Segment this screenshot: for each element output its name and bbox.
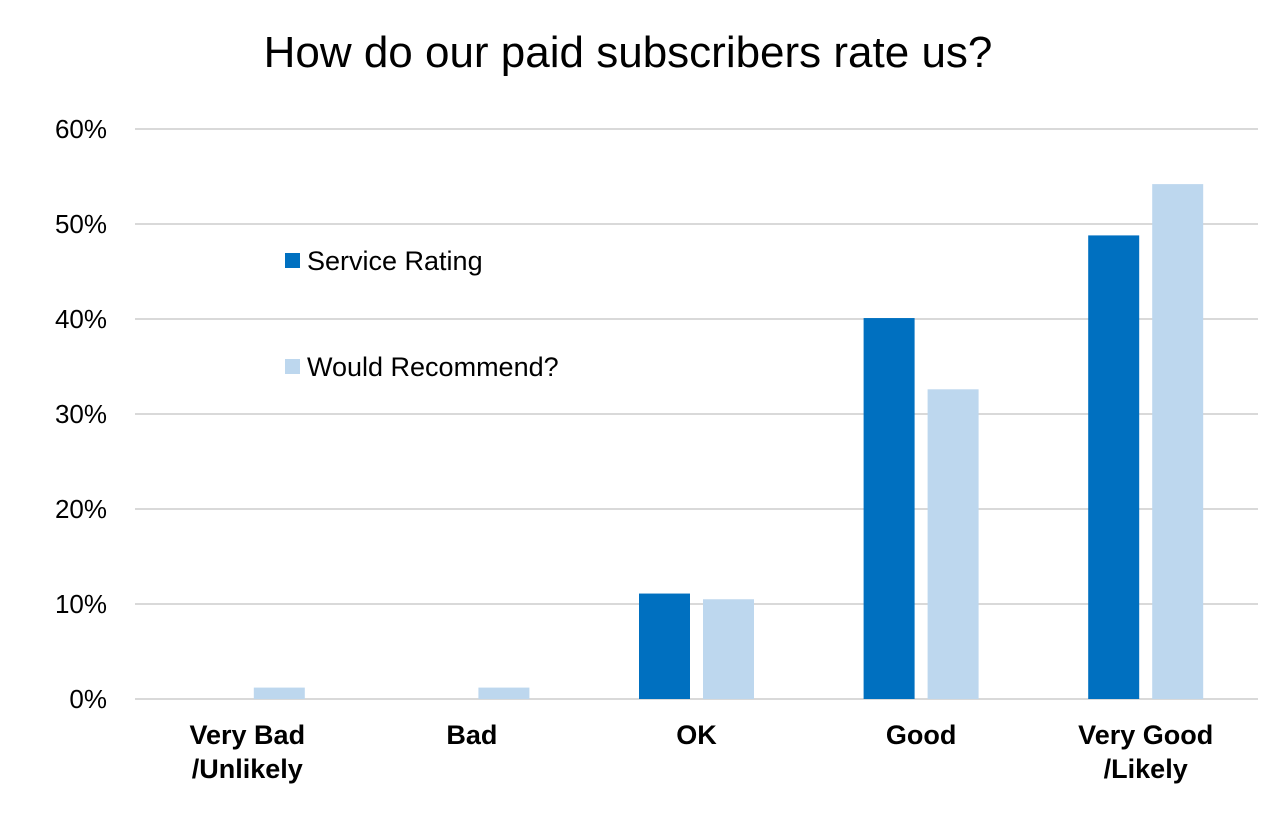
legend-swatch bbox=[285, 253, 300, 268]
x-category-label: Very Bad/Unlikely bbox=[190, 720, 306, 784]
x-category-line: Very Bad bbox=[190, 720, 306, 750]
bar bbox=[253, 687, 305, 699]
x-category-label: Bad bbox=[446, 720, 497, 750]
x-category-line: /Unlikely bbox=[192, 754, 303, 784]
x-axis-categories: Very Bad/Unlikely Bad OK Good Very Good/Like… bbox=[190, 720, 1214, 784]
gridlines bbox=[135, 128, 1258, 700]
x-category-line: Very Good bbox=[1078, 720, 1213, 750]
y-tick-label: 50% bbox=[55, 209, 107, 239]
bar bbox=[478, 687, 530, 699]
bar bbox=[639, 593, 690, 699]
y-tick-label: 60% bbox=[55, 114, 107, 144]
legend-swatch bbox=[285, 359, 300, 374]
chart-title: How do our paid subscribers rate us? bbox=[264, 28, 993, 77]
y-tick-label: 10% bbox=[55, 589, 107, 619]
x-category-line: Good bbox=[886, 720, 956, 750]
bar bbox=[863, 318, 915, 699]
y-tick-label: 30% bbox=[55, 399, 107, 429]
bar bbox=[1152, 184, 1204, 700]
x-category-line: Bad bbox=[446, 720, 497, 750]
bar bbox=[703, 599, 754, 699]
y-tick-label: 20% bbox=[55, 494, 107, 524]
legend: Service Rating Would Recommend? bbox=[285, 246, 559, 382]
y-axis-ticks: 0% 10% 20% 30% 40% 50% 60% bbox=[55, 114, 107, 714]
legend-label: Service Rating bbox=[307, 246, 483, 276]
bar bbox=[927, 389, 979, 699]
x-category-line: /Likely bbox=[1104, 754, 1188, 784]
x-category-line: OK bbox=[676, 720, 717, 750]
x-category-label: OK bbox=[676, 720, 717, 750]
y-tick-label: 40% bbox=[55, 304, 107, 334]
y-tick-label: 0% bbox=[69, 684, 107, 714]
x-category-label: Good bbox=[886, 720, 956, 750]
x-category-label: Very Good/Likely bbox=[1078, 720, 1213, 784]
legend-label: Would Recommend? bbox=[307, 352, 559, 382]
bar bbox=[1088, 235, 1140, 699]
bars bbox=[253, 184, 1204, 700]
